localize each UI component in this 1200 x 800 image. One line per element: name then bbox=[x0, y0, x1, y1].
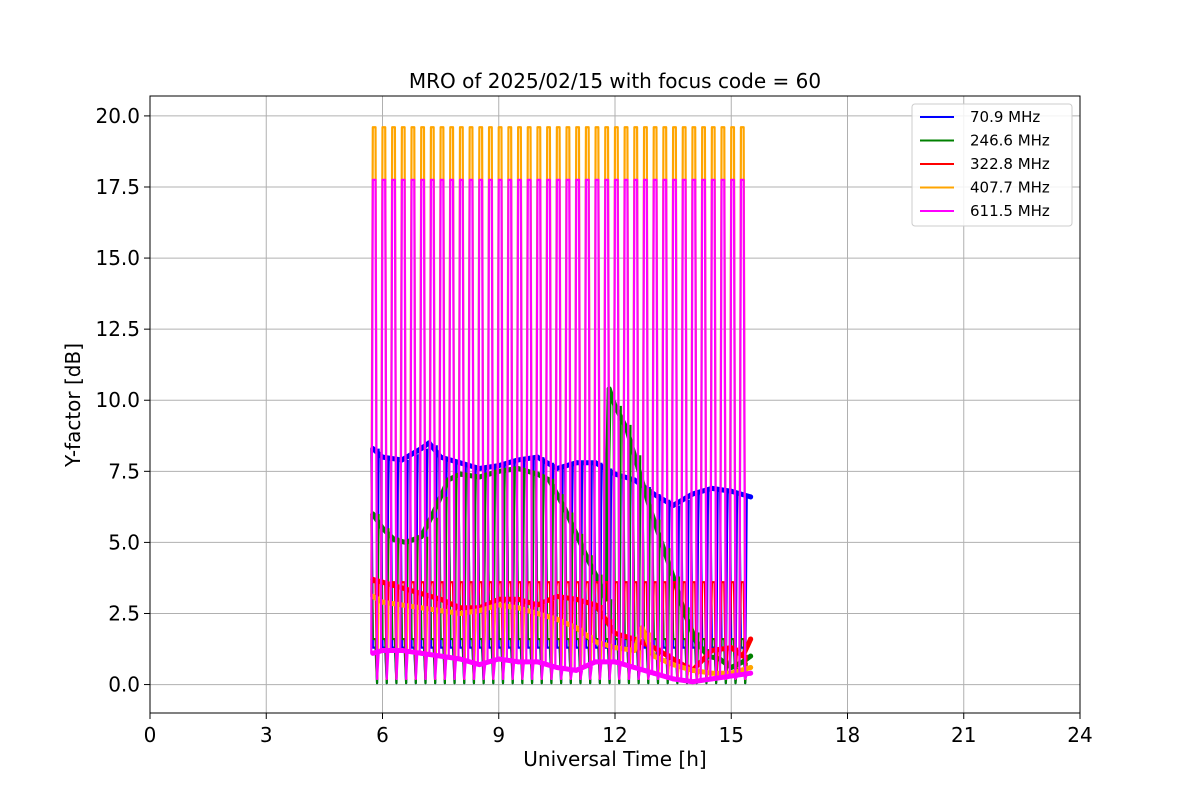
data-point bbox=[748, 665, 754, 671]
calibration-spike bbox=[496, 178, 506, 680]
data-point bbox=[690, 679, 695, 685]
calibration-spike bbox=[592, 178, 603, 680]
calibration-spike bbox=[641, 178, 651, 680]
calibration-spike bbox=[486, 178, 496, 680]
data-point bbox=[651, 670, 657, 676]
calibration-spike bbox=[447, 178, 458, 680]
data-point bbox=[709, 676, 715, 682]
calibration-spike bbox=[457, 178, 467, 680]
legend-label: 322.8 MHz bbox=[970, 155, 1050, 173]
calibration-spike bbox=[370, 178, 380, 680]
series-5 bbox=[370, 178, 754, 685]
y-tick-label: 12.5 bbox=[95, 317, 140, 341]
data-point bbox=[457, 656, 463, 662]
y-axis-label: Y-factor [dB] bbox=[61, 343, 85, 468]
y-tick-label: 17.5 bbox=[95, 175, 140, 199]
y-tick-label: 20.0 bbox=[95, 104, 140, 128]
calibration-spike bbox=[379, 178, 390, 680]
data-point bbox=[438, 653, 444, 659]
x-tick-label: 0 bbox=[144, 723, 157, 747]
legend-label: 70.9 MHz bbox=[970, 108, 1040, 126]
data-point bbox=[554, 665, 560, 671]
x-tick-label: 12 bbox=[602, 723, 627, 747]
calibration-spike bbox=[544, 178, 555, 680]
calibration-spike bbox=[389, 178, 400, 680]
y-tick-label: 15.0 bbox=[95, 246, 140, 270]
calibration-spike bbox=[525, 178, 535, 680]
data-point bbox=[670, 676, 676, 682]
x-tick-label: 3 bbox=[260, 723, 273, 747]
x-tick-label: 6 bbox=[376, 723, 389, 747]
data-point bbox=[515, 659, 521, 665]
calibration-spike bbox=[428, 178, 438, 680]
calibration-spike bbox=[573, 178, 584, 680]
legend: 70.9 MHz 246.6 MHz 322.8 MHz 407.7 MHz 611.5… bbox=[911, 103, 1073, 227]
legend-label: 246.6 MHz bbox=[970, 132, 1050, 150]
calibration-spike bbox=[515, 178, 526, 680]
calibration-spike bbox=[408, 178, 419, 680]
data-point bbox=[370, 650, 376, 656]
x-tick-label: 24 bbox=[1067, 723, 1092, 747]
legend-box bbox=[911, 103, 1073, 227]
calibration-spike bbox=[622, 178, 632, 680]
y-tick-label: 7.5 bbox=[108, 459, 140, 483]
series-line bbox=[370, 576, 754, 673]
data-point bbox=[418, 650, 424, 656]
y-tick-label: 10.0 bbox=[95, 388, 140, 412]
calibration-spike bbox=[728, 178, 739, 680]
calibration-spike bbox=[467, 178, 477, 680]
calibration-spike bbox=[563, 178, 574, 680]
data-point bbox=[748, 636, 754, 642]
data-point bbox=[631, 665, 637, 671]
x-axis-label: Universal Time [h] bbox=[523, 747, 706, 771]
calibration-spike bbox=[554, 178, 564, 680]
calibration-spike bbox=[418, 178, 429, 680]
data-point bbox=[496, 656, 502, 662]
data-point bbox=[748, 653, 754, 659]
calibration-spike bbox=[612, 178, 622, 680]
y-tick-label: 2.5 bbox=[108, 601, 140, 625]
legend-label: 407.7 MHz bbox=[970, 179, 1050, 197]
data-point bbox=[535, 659, 540, 665]
data-point bbox=[593, 659, 599, 665]
data-point bbox=[380, 647, 385, 653]
axis-ticks: 0 3 6 9 12 15 18 21 24 0.0 2.5 5.0 7.5 10.0 12.5 15.0 17… bbox=[95, 104, 1092, 747]
x-tick-label: 9 bbox=[492, 723, 505, 747]
calibration-spike bbox=[738, 178, 748, 680]
chart-title: MRO of 2025/02/15 with focus code = 60 bbox=[409, 69, 821, 93]
calibration-spike bbox=[631, 178, 642, 680]
calibration-spike bbox=[399, 178, 409, 680]
data-point bbox=[612, 659, 618, 665]
x-tick-label: 21 bbox=[951, 723, 976, 747]
data-point bbox=[573, 667, 579, 673]
data-point bbox=[476, 662, 482, 668]
calibration-spike bbox=[476, 178, 487, 680]
legend-label: 611.5 MHz bbox=[970, 202, 1050, 220]
y-tick-label: 5.0 bbox=[108, 530, 140, 554]
x-tick-label: 15 bbox=[719, 723, 744, 747]
calibration-spike bbox=[534, 178, 545, 680]
calibration-spike bbox=[505, 178, 516, 680]
calibration-spike bbox=[437, 178, 448, 680]
calibration-spike bbox=[583, 178, 593, 680]
data-point bbox=[748, 494, 754, 500]
y-tick-label: 0.0 bbox=[108, 673, 140, 697]
x-tick-label: 18 bbox=[835, 723, 860, 747]
calibration-spike bbox=[602, 178, 613, 680]
data-point bbox=[728, 673, 734, 679]
plot-area bbox=[370, 126, 754, 685]
data-point bbox=[748, 670, 754, 676]
series-line bbox=[370, 593, 754, 676]
data-point bbox=[399, 647, 405, 653]
